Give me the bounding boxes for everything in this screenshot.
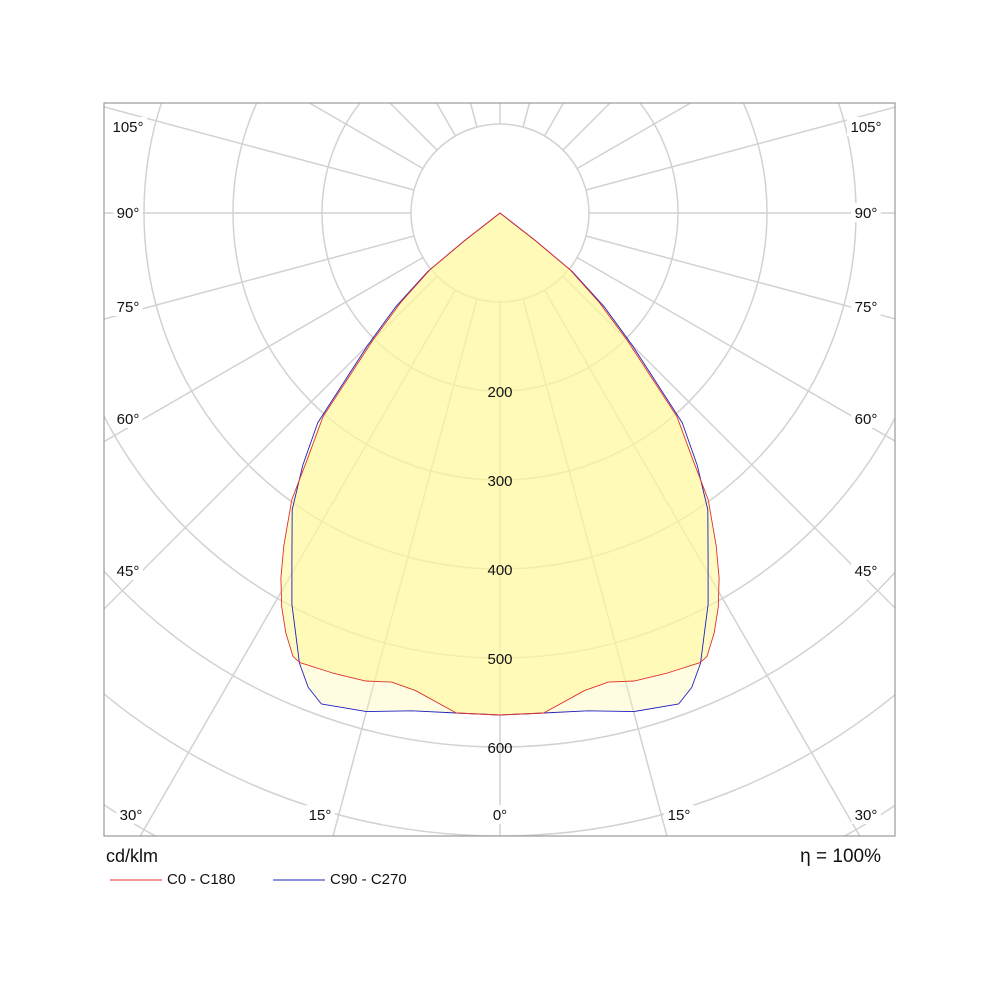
radial-tick-label: 300	[487, 473, 512, 490]
grid-spoke-60	[104, 256, 424, 443]
radial-tick-label: 600	[487, 740, 512, 757]
svg-text:30°: 30°	[120, 807, 143, 824]
grid-spoke-165	[522, 103, 531, 128]
svg-text:60°: 60°	[855, 411, 878, 428]
grid-spoke-60	[576, 256, 895, 442]
radial-tick-label: 500	[487, 651, 512, 668]
svg-text:45°: 45°	[117, 563, 140, 580]
svg-text:0°: 0°	[493, 807, 507, 824]
angle-label: 105°	[109, 117, 147, 136]
svg-text:45°: 45°	[855, 563, 878, 580]
grid-spoke-150	[435, 103, 457, 137]
angle-label: 60°	[851, 409, 881, 428]
angle-label: 105°	[847, 117, 885, 136]
grid-spoke-120	[309, 103, 424, 170]
plot-frame	[103, 102, 896, 837]
grid-spoke-135	[562, 103, 611, 151]
svg-text:30°: 30°	[855, 807, 878, 824]
svg-text:15°: 15°	[668, 807, 691, 824]
svg-text:75°: 75°	[117, 299, 140, 316]
svg-text:15°: 15°	[309, 807, 332, 824]
angle-label: 15°	[664, 805, 694, 824]
series-line-0	[280, 212, 720, 716]
series-fill-0	[280, 213, 720, 715]
grid-spoke-120	[576, 103, 691, 170]
svg-text:105°: 105°	[850, 119, 881, 136]
legend-label-c0: C0 - C180	[167, 871, 236, 888]
grid-spoke-75	[585, 235, 895, 320]
radial-labels: 200 300 400 500 600	[487, 384, 512, 757]
efficiency-label: η = 100%	[800, 846, 881, 867]
angle-label: 15°	[305, 805, 335, 824]
radial-tick-label: 400	[487, 562, 512, 579]
angle-label: 45°	[113, 561, 143, 580]
svg-text:90°: 90°	[117, 205, 140, 222]
radial-tick-label: 200	[487, 384, 512, 401]
angle-label: 0°	[489, 805, 511, 824]
grid-spoke-75	[104, 235, 415, 320]
grid-spoke-165	[469, 103, 478, 128]
curves	[280, 212, 720, 716]
unit-label: cd/klm	[106, 846, 159, 866]
angle-label: 45°	[851, 561, 881, 580]
grid-spoke-105	[585, 106, 895, 191]
svg-text:90°: 90°	[855, 205, 878, 222]
angle-label: 90°	[113, 203, 143, 222]
grid-spoke-135	[389, 103, 438, 151]
angle-label: 30°	[851, 805, 881, 824]
svg-text:60°: 60°	[117, 411, 140, 428]
grid-spoke-150	[543, 103, 565, 137]
angle-label: 75°	[851, 297, 881, 316]
svg-text:75°: 75°	[855, 299, 878, 316]
angle-labels: 105° 105° 90° 90° 75° 75° 60° 60° 45° 45° 30° 15° 0°…	[109, 117, 885, 824]
angle-label: 30°	[116, 805, 146, 824]
angle-label: 90°	[851, 203, 881, 222]
angle-label: 75°	[113, 297, 143, 316]
angle-label: 60°	[113, 409, 143, 428]
grid-spoke-105	[104, 106, 415, 191]
svg-text:105°: 105°	[112, 119, 143, 136]
legend-label-c90: C90 - C270	[330, 871, 407, 888]
